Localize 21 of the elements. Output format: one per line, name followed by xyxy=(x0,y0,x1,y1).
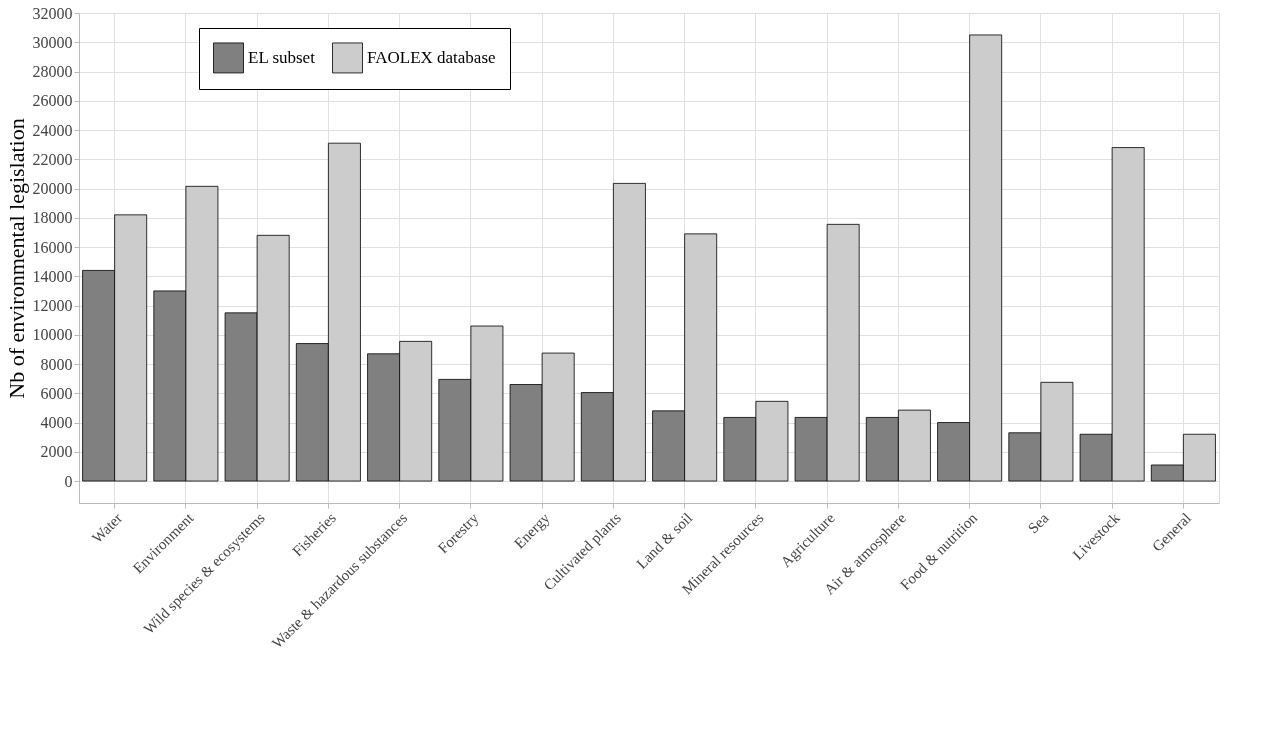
y-tick-label: 8000 xyxy=(40,355,73,373)
y-tick-label: 14000 xyxy=(32,267,73,285)
y-tick-label: 26000 xyxy=(32,92,73,110)
y-tick-label: 28000 xyxy=(32,63,73,81)
y-tick-label: 10000 xyxy=(32,326,73,344)
y-tick-label: 16000 xyxy=(32,238,73,256)
y-tick-label: 24000 xyxy=(32,121,73,139)
y-tick-label: 20000 xyxy=(32,180,73,198)
y-axis-title: Nb of environmental legislation xyxy=(3,118,29,399)
y-tick-label: 12000 xyxy=(32,297,73,315)
y-tick-label: 18000 xyxy=(32,209,73,227)
y-tick-label: 6000 xyxy=(40,384,73,402)
y-tick-label: 0 xyxy=(64,472,73,490)
y-tick-label: 2000 xyxy=(40,443,73,461)
y-tick-label: 22000 xyxy=(32,150,73,168)
legend-label: FAOLEX database xyxy=(367,47,496,67)
y-tick-label: 32000 xyxy=(32,4,73,22)
y-tick-label: 30000 xyxy=(32,33,73,51)
legend-label: EL subset xyxy=(248,47,316,67)
y-tick-label: 4000 xyxy=(40,414,73,432)
x-tick-label: Sea xyxy=(1024,509,1052,537)
